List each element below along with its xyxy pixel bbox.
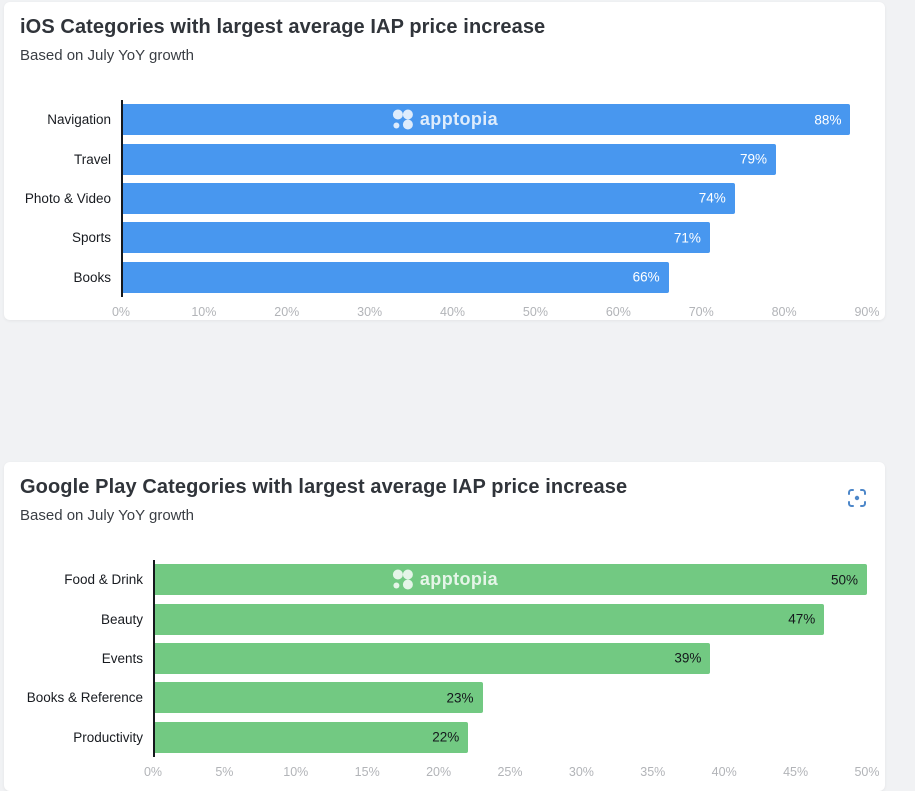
ios-chart-subtitle: Based on July YoY growth <box>20 47 195 64</box>
bar-value-label: 74% <box>698 190 726 206</box>
bar[interactable]: 47% <box>155 603 825 635</box>
x-tick-label: 50% <box>522 304 548 319</box>
ios-plot-area: 88% 79% 74% 71% 66% 0% 10% 20% 30% 40% 50% 60% 70% 8… <box>112 100 880 320</box>
bar-row: 22% <box>155 718 867 757</box>
scan-region-icon <box>848 489 866 507</box>
bar-value-label: 39% <box>674 650 702 666</box>
x-tick-label: 5% <box>215 764 234 779</box>
x-tick-label: 10% <box>283 764 309 779</box>
category-label: Travel <box>73 151 111 167</box>
bar-row: 88% <box>123 100 867 139</box>
scan-region-button[interactable] <box>843 484 871 512</box>
x-tick-label: 40% <box>711 764 737 779</box>
ios-y-axis-labels: Navigation Travel Photo & Video Sports Books <box>20 100 121 320</box>
bar-value-label: 47% <box>788 611 816 627</box>
bar[interactable]: 22% <box>155 721 469 753</box>
google-play-y-axis-labels: Food & Drink Beauty Events Books & Referenc… <box>20 560 153 781</box>
bar-value-label: 88% <box>814 112 842 128</box>
category-label: Productivity <box>73 729 143 745</box>
ios-bars: 88% 79% 74% 71% 66% <box>121 100 867 297</box>
category-label: Food & Drink <box>64 572 143 588</box>
ios-chart-card: iOS Categories with largest average IAP … <box>4 2 885 320</box>
bar-row: 66% <box>123 258 867 297</box>
bar[interactable]: 66% <box>123 261 669 293</box>
x-tick-label: 20% <box>274 304 300 319</box>
category-label: Books <box>73 269 111 285</box>
bar-row: 23% <box>155 678 867 717</box>
x-tick-label: 45% <box>783 764 809 779</box>
category-label: Photo & Video <box>24 190 111 206</box>
bar-row: 47% <box>155 599 867 638</box>
bar[interactable]: 39% <box>155 642 711 674</box>
x-tick-label: 10% <box>191 304 217 319</box>
category-label: Navigation <box>47 112 111 128</box>
bar-value-label: 50% <box>830 572 858 588</box>
google-play-bars: 50% 47% 39% 23% 22% <box>153 560 867 757</box>
ios-bar-chart: Navigation Travel Photo & Video Sports Books… <box>20 100 885 320</box>
bar-value-label: 22% <box>432 729 460 745</box>
x-tick-label: 50% <box>854 764 880 779</box>
ios-x-axis: 0% 10% 20% 30% 40% 50% 60% 70% 80% 90% <box>112 297 880 320</box>
x-tick-label: 30% <box>568 764 594 779</box>
google-play-chart-card: Google Play Categories with largest aver… <box>4 462 885 791</box>
category-label: Books & Reference <box>26 690 143 706</box>
x-tick-label: 70% <box>688 304 714 319</box>
bar[interactable]: 88% <box>123 104 851 136</box>
google-play-chart-title: Google Play Categories with largest aver… <box>20 476 628 498</box>
x-tick-label: 15% <box>354 764 380 779</box>
x-tick-label: 80% <box>771 304 797 319</box>
bar[interactable]: 50% <box>155 564 867 596</box>
x-tick-label: 25% <box>497 764 523 779</box>
bar[interactable]: 23% <box>155 682 483 714</box>
google-play-bar-chart: Food & Drink Beauty Events Books & Referenc… <box>20 560 885 781</box>
category-label: Events <box>101 650 143 666</box>
bar[interactable]: 71% <box>123 222 710 254</box>
google-play-plot-area: 50% 47% 39% 23% 22% 0% 5% 10% 15% 20% 25% 30% 35% 40… <box>144 560 880 781</box>
bar[interactable]: 79% <box>123 143 777 175</box>
x-tick-label: 0% <box>111 304 131 319</box>
bar-row: 39% <box>155 639 867 678</box>
x-tick-label: 40% <box>440 304 466 319</box>
bar-value-label: 79% <box>740 151 768 167</box>
x-tick-label: 60% <box>605 304 631 319</box>
bar-row: 50% <box>155 560 867 599</box>
category-label: Sports <box>71 230 111 246</box>
ios-chart-title: iOS Categories with largest average IAP … <box>20 16 546 38</box>
bar-value-label: 71% <box>673 230 701 246</box>
google-play-chart-subtitle: Based on July YoY growth <box>20 507 195 524</box>
bar-value-label: 66% <box>632 269 660 285</box>
bar-value-label: 23% <box>446 690 474 706</box>
bar[interactable]: 74% <box>123 182 735 214</box>
x-tick-label: 90% <box>854 304 880 319</box>
google-play-x-axis: 0% 5% 10% 15% 20% 25% 30% 35% 40% 45% 50% <box>144 757 880 781</box>
x-tick-label: 30% <box>357 304 383 319</box>
bar-row: 71% <box>123 218 867 257</box>
bar-row: 74% <box>123 179 867 218</box>
x-tick-label: 20% <box>426 764 452 779</box>
bar-row: 79% <box>123 139 867 178</box>
x-tick-label: 0% <box>143 764 163 779</box>
x-tick-label: 35% <box>640 764 666 779</box>
category-label: Beauty <box>100 611 143 627</box>
